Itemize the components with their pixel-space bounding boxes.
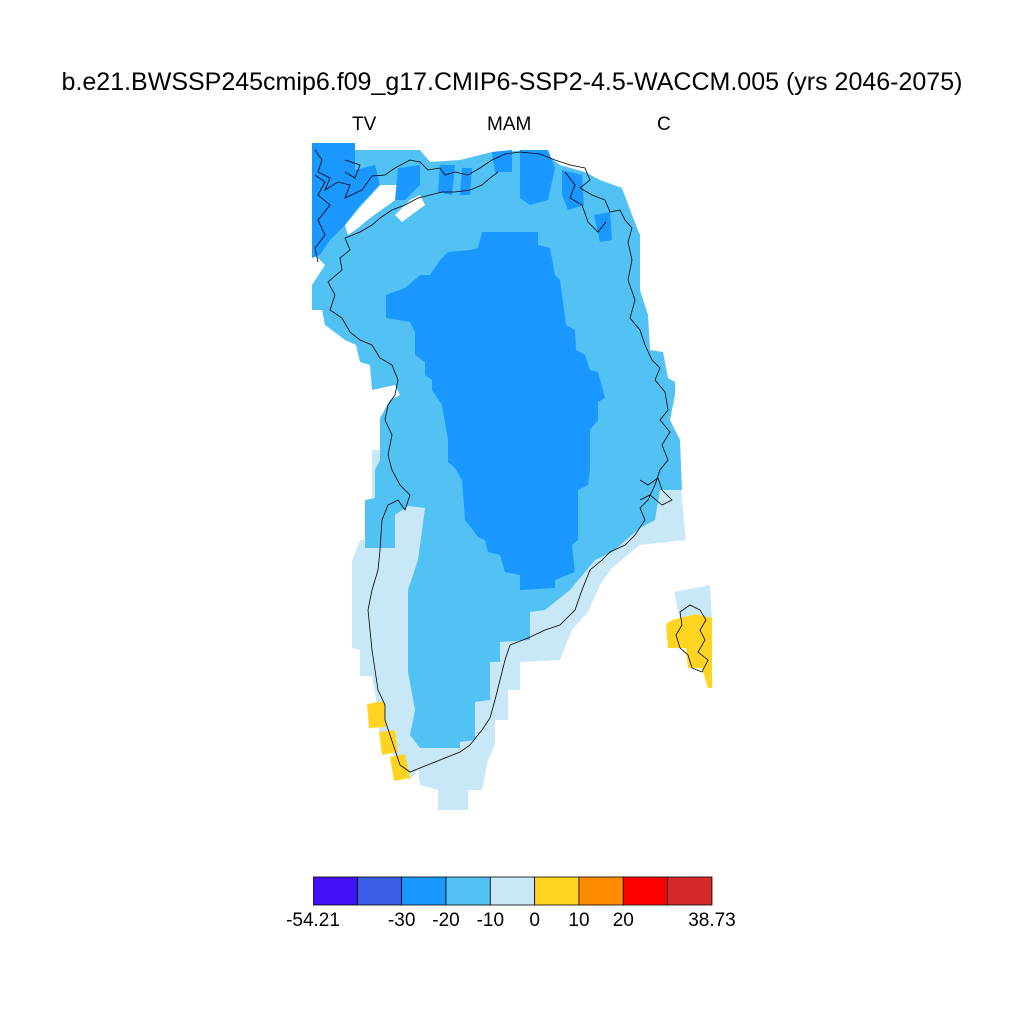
coastline-greenland [314,149,671,773]
plot-title: b.e21.BWSSP245cmip6.f09_g17.CMIP6-SSP2-4… [61,68,963,96]
colorbar-labels: -54.21 -30 -20 -10 0 10 20 38.73 [0,910,1024,940]
field-band-n-a [438,165,455,195]
units-label: C [657,114,671,135]
colorbar-tick-label: -10 [476,910,505,931]
field-band-0-10-sw-a [367,701,386,728]
colorbar-tick-label: -20 [432,910,460,931]
field-band-neg20-neg30 [386,232,605,590]
colorbar-box [401,876,447,906]
coastline-nw-detail [344,159,361,179]
season-label: MAM [487,114,532,135]
field-band-0-10-east [666,614,712,688]
coastline-north-detail [314,174,331,263]
colorbar-box [445,876,491,906]
coastline [314,149,709,773]
field-band-0-10-sw-c [390,754,410,781]
field-band-nw-a [312,143,380,258]
field-band-n-d [520,150,555,205]
colorbar-box [489,876,536,906]
colorbar-tick-label: 20 [612,910,634,931]
coastline-island-east [675,604,709,673]
colorbar-tick-label: -54.21 [286,910,340,931]
colorbar-tick-label: 0 [529,910,540,931]
colorbar-box [356,876,403,906]
coastline-ne-detail [564,171,607,233]
shaded-field [312,143,712,810]
colorbar-tick-label: -30 [387,910,416,931]
field-band-n-f [594,212,612,242]
colorbar-tick-label: 10 [568,910,590,931]
greenland-map [312,143,712,810]
colorbar-box [534,876,580,906]
colorbar-box [622,876,669,906]
field-band-0-10-sw-b [379,730,398,755]
field-band-0-neg10-east [674,585,712,620]
colorbar-box [313,876,358,906]
field-band-nw-b [395,165,420,200]
colorbar-tick-label: 38.73 [688,910,736,931]
colorbar-box [667,876,713,906]
field-gap-nw [345,185,398,235]
colorbar [313,876,713,906]
field-band-n-c [492,150,512,172]
colorbar-box [578,876,624,906]
field-gap-nw-2 [395,195,425,222]
variable-label: TV [352,114,377,135]
coastline-east-fjord [639,477,673,506]
